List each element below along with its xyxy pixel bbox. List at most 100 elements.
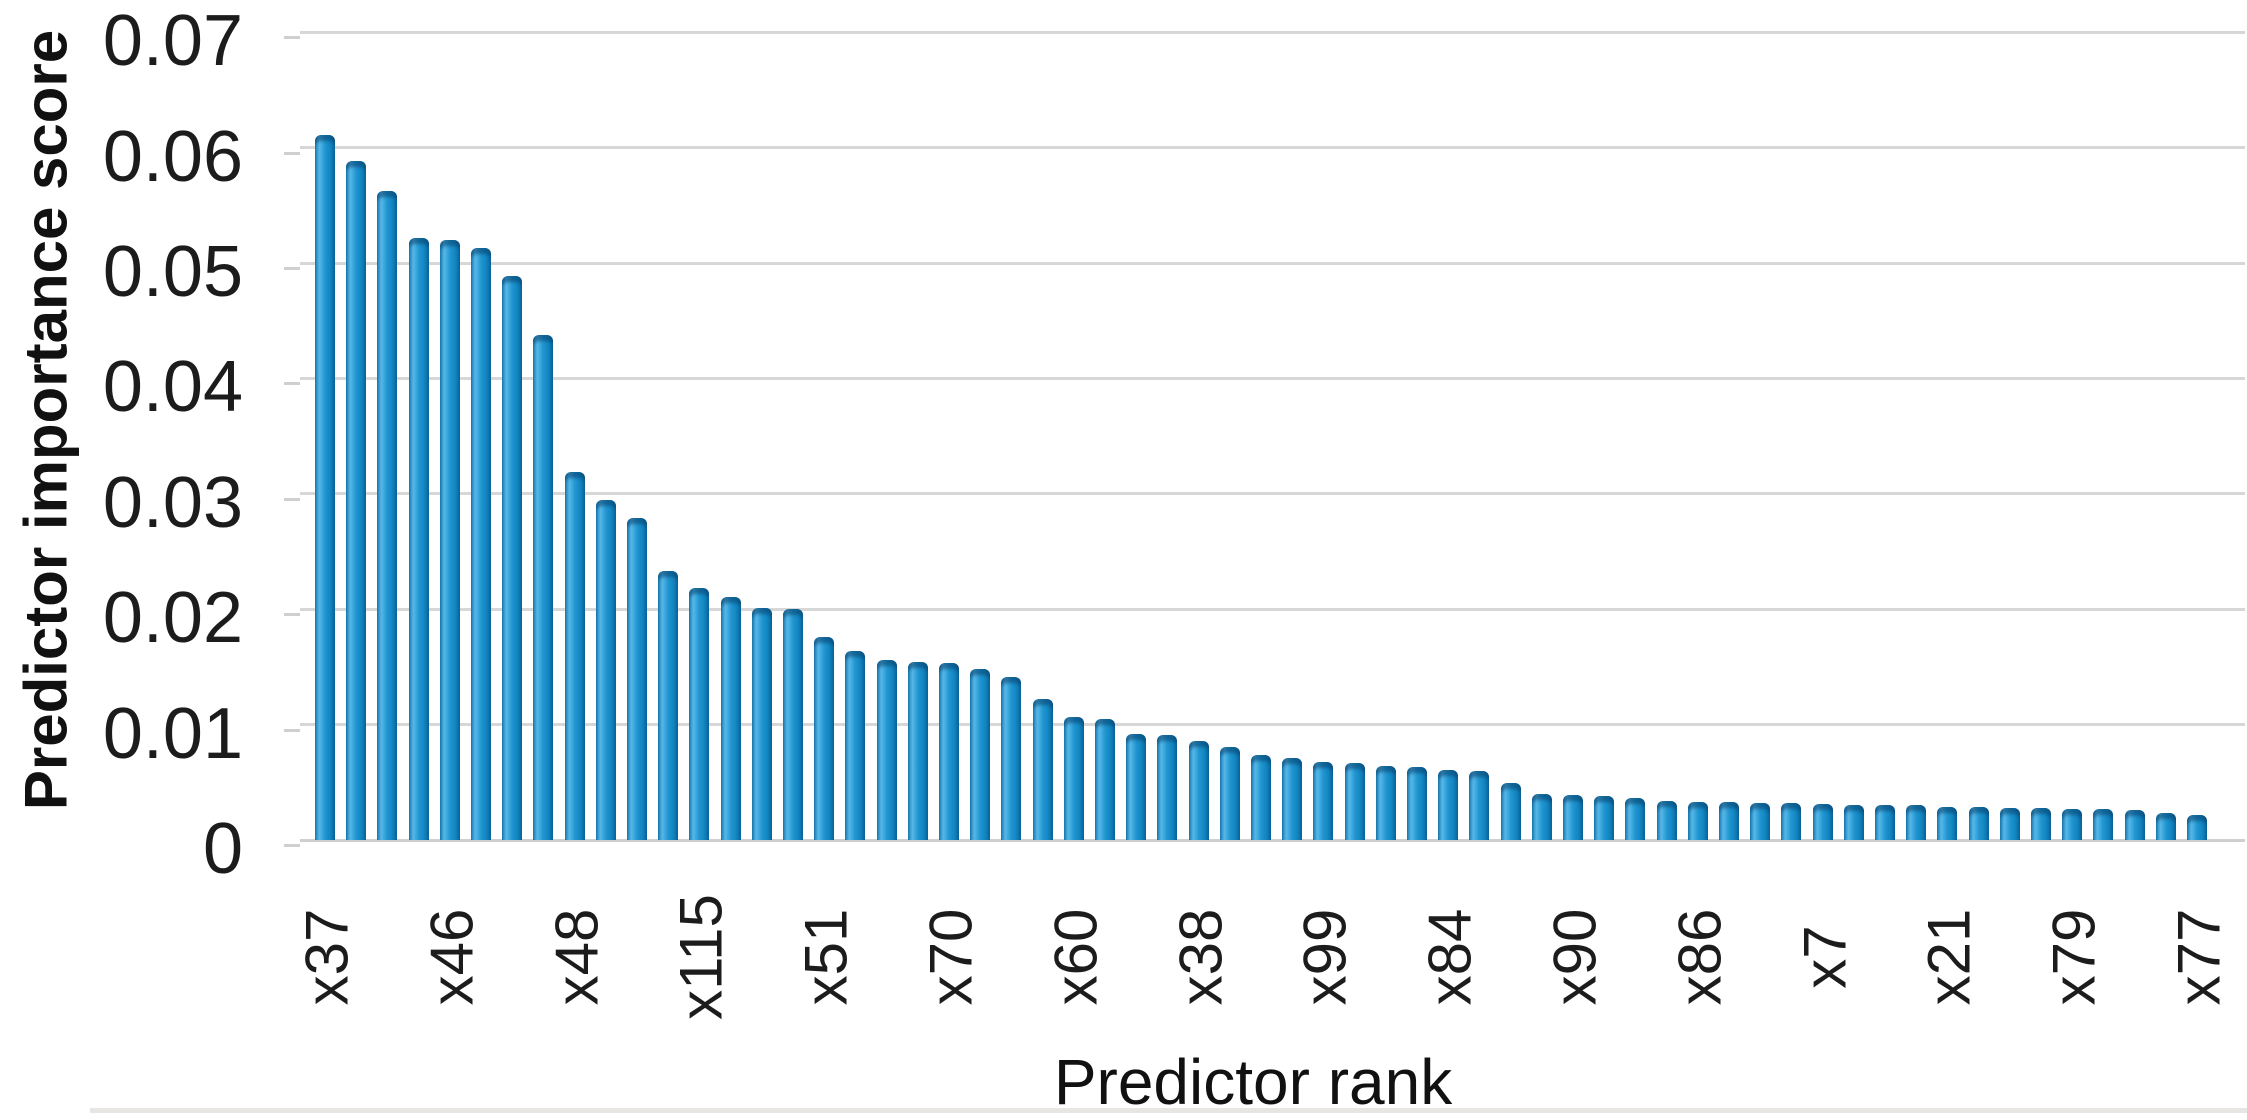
bar bbox=[814, 637, 835, 840]
y-tick-label: 0.05 bbox=[102, 232, 243, 312]
y-tick-label: 0.01 bbox=[102, 693, 243, 774]
bar bbox=[2155, 813, 2176, 840]
bar bbox=[1656, 801, 1677, 840]
gridline bbox=[300, 146, 2245, 150]
bar bbox=[1968, 807, 1989, 840]
bar bbox=[1781, 803, 1802, 840]
bar bbox=[1999, 808, 2020, 840]
x-tick-label: x90 bbox=[1541, 908, 1609, 1006]
bar bbox=[1188, 741, 1209, 840]
x-tick-label: x7 bbox=[1791, 925, 1859, 989]
x-tick-label: x37 bbox=[293, 908, 361, 1006]
bar bbox=[2124, 810, 2145, 840]
y-tick-label: 0.06 bbox=[102, 116, 243, 197]
y-tick-mark bbox=[284, 844, 300, 847]
bar bbox=[1251, 755, 1271, 840]
bar bbox=[1594, 796, 1615, 840]
gridline bbox=[300, 723, 2245, 727]
bar bbox=[1095, 719, 1115, 840]
bar bbox=[783, 609, 803, 840]
x-tick-label: x48 bbox=[543, 908, 611, 1006]
x-tick-label: x21 bbox=[1915, 908, 1983, 1006]
bar bbox=[1063, 717, 1084, 840]
y-tick-label: 0.04 bbox=[102, 347, 243, 428]
bar bbox=[2093, 809, 2114, 840]
x-tick-label: x84 bbox=[1416, 908, 1484, 1006]
x-tick-label: x38 bbox=[1167, 908, 1235, 1006]
bar bbox=[377, 191, 398, 840]
bar bbox=[1875, 805, 1895, 840]
bar bbox=[1687, 802, 1708, 840]
bar bbox=[1625, 798, 1646, 840]
x-tick-label: x99 bbox=[1291, 908, 1359, 1006]
y-tick-mark bbox=[284, 267, 300, 270]
bar bbox=[1407, 767, 1427, 840]
y-tick-mark bbox=[284, 382, 300, 386]
bar bbox=[1812, 804, 1833, 840]
bar bbox=[658, 571, 679, 840]
bar bbox=[2062, 809, 2083, 840]
x-axis-title: Predictor rank bbox=[1053, 1046, 1453, 1118]
x-tick-label: x86 bbox=[1666, 908, 1734, 1006]
bar bbox=[595, 500, 616, 840]
bar bbox=[1438, 770, 1459, 840]
y-tick-mark bbox=[284, 151, 300, 155]
x-tick-label: x70 bbox=[917, 908, 985, 1006]
bar bbox=[1843, 805, 1864, 840]
bar bbox=[720, 597, 741, 840]
bar bbox=[1313, 762, 1334, 840]
x-tick-label: x46 bbox=[418, 908, 486, 1006]
bar bbox=[1469, 771, 1490, 840]
gridline bbox=[300, 492, 2245, 496]
bar bbox=[564, 472, 585, 840]
bar bbox=[1157, 735, 1178, 840]
bar bbox=[1531, 794, 1552, 840]
bar bbox=[1563, 795, 1583, 840]
bar bbox=[1282, 758, 1303, 840]
bar bbox=[502, 276, 523, 840]
x-tick-label: x79 bbox=[2040, 908, 2108, 1006]
bar bbox=[315, 135, 335, 840]
bar bbox=[845, 651, 866, 840]
x-tick-label: x77 bbox=[2165, 908, 2233, 1006]
bar bbox=[2031, 808, 2051, 840]
y-tick-mark bbox=[284, 613, 300, 617]
x-tick-label: x51 bbox=[792, 908, 860, 1006]
bar bbox=[1719, 802, 1739, 840]
bar bbox=[689, 588, 710, 840]
y-tick-mark bbox=[284, 728, 300, 732]
bar bbox=[346, 161, 367, 840]
bar bbox=[907, 662, 928, 840]
bar bbox=[1500, 783, 1521, 840]
y-tick-label: 0.03 bbox=[102, 462, 243, 543]
gridline bbox=[300, 376, 2245, 380]
figure-bottom-border bbox=[90, 1108, 2247, 1113]
x-tick-label: x115 bbox=[667, 894, 735, 1020]
bar bbox=[876, 660, 897, 840]
gridline bbox=[300, 607, 2245, 611]
bar bbox=[1344, 763, 1365, 840]
bar bbox=[1126, 734, 1147, 840]
bar bbox=[1906, 805, 1927, 840]
bar bbox=[439, 240, 460, 840]
bar bbox=[1001, 677, 1022, 840]
bar bbox=[939, 663, 959, 840]
y-tick-mark bbox=[284, 497, 300, 501]
bar bbox=[970, 669, 991, 840]
bar bbox=[408, 238, 429, 840]
bar bbox=[1219, 747, 1240, 840]
bar bbox=[751, 608, 772, 840]
bar bbox=[1937, 807, 1958, 840]
gridline bbox=[300, 30, 2245, 34]
bar bbox=[2187, 815, 2207, 840]
y-tick-label: 0.02 bbox=[102, 578, 243, 659]
bar bbox=[1375, 766, 1396, 840]
y-tick-label: 0.07 bbox=[102, 1, 243, 82]
bar bbox=[471, 248, 491, 840]
bar bbox=[627, 518, 647, 840]
x-tick-label: x60 bbox=[1042, 908, 1110, 1006]
y-tick-label: 0 bbox=[202, 809, 243, 889]
gridline bbox=[300, 261, 2245, 265]
x-axis-baseline bbox=[300, 838, 2245, 842]
